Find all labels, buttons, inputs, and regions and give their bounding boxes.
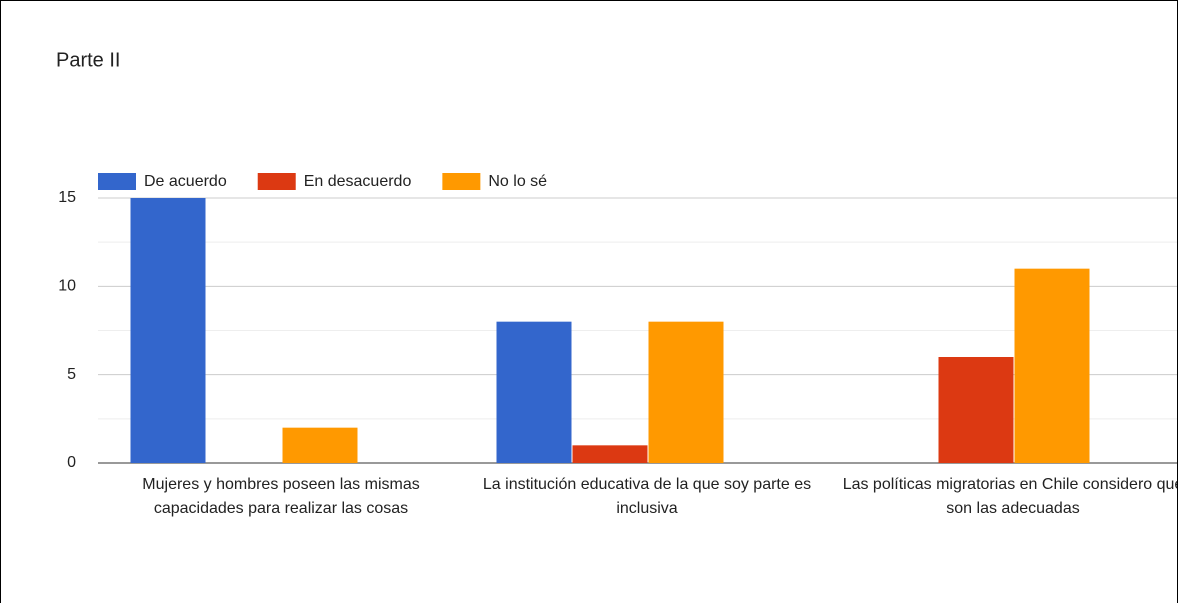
bar — [938, 357, 1014, 463]
legend-swatch — [257, 173, 296, 190]
x-tick-label: Las políticas migratorias en Chile consi… — [842, 476, 1178, 517]
y-tick-label: 15 — [58, 189, 76, 206]
y-tick-label: 0 — [67, 454, 76, 471]
bar — [130, 198, 206, 463]
bar — [1014, 268, 1090, 463]
legend-label: No lo sé — [488, 173, 547, 190]
bar — [496, 321, 572, 463]
x-tick-label: La institución educativa de la que soy p… — [482, 476, 812, 517]
bar — [572, 445, 648, 463]
y-tick-label: 10 — [58, 278, 76, 295]
y-tick-label: 5 — [67, 366, 76, 383]
legend-label: En desacuerdo — [304, 173, 412, 190]
legend-label: De acuerdo — [144, 173, 227, 190]
bar — [282, 427, 358, 463]
x-tick-label: Mujeres y hombres poseen las mismas capa… — [142, 476, 420, 517]
bar — [648, 321, 724, 463]
legend-swatch — [98, 173, 136, 190]
chart-title: Parte II — [56, 49, 120, 71]
legend-swatch — [442, 173, 481, 190]
